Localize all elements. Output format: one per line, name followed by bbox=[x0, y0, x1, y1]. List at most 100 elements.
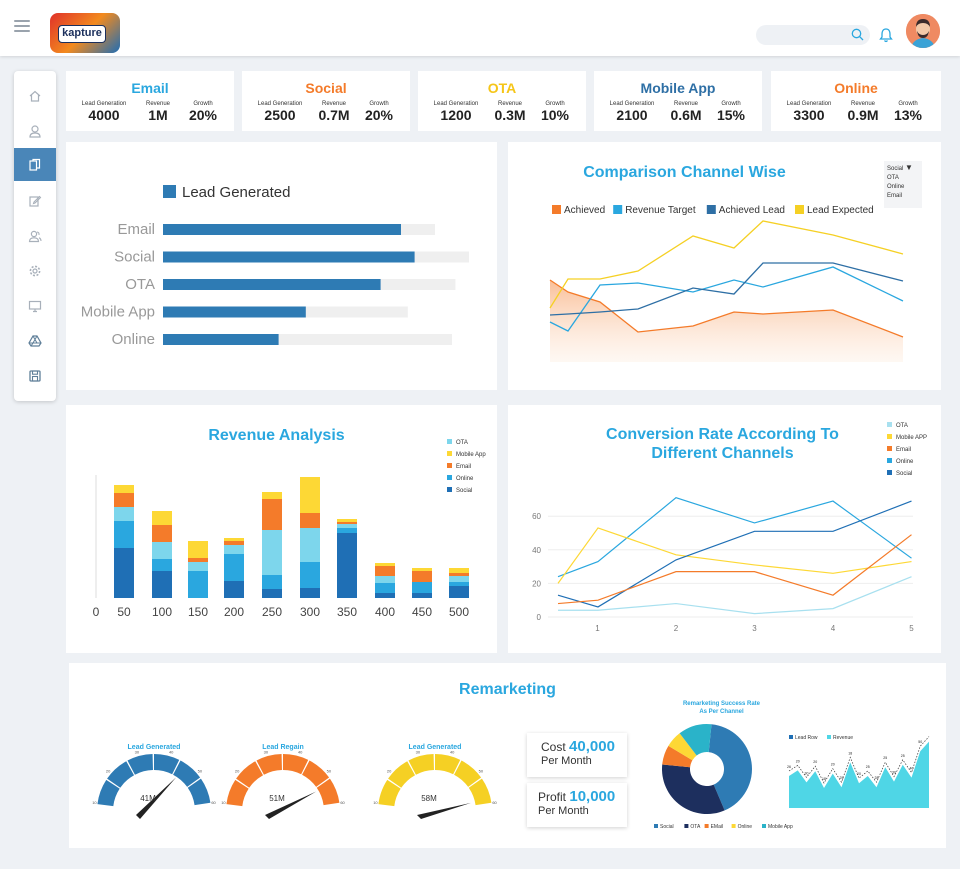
stack-segment[interactable] bbox=[114, 521, 134, 548]
stack-segment[interactable] bbox=[412, 593, 432, 598]
notification-bell-icon[interactable] bbox=[879, 27, 893, 43]
stack-segment[interactable] bbox=[337, 522, 357, 524]
stack-segment[interactable] bbox=[262, 575, 282, 589]
stack-segment[interactable] bbox=[224, 581, 244, 598]
series-line[interactable] bbox=[557, 497, 912, 578]
bar[interactable] bbox=[163, 224, 401, 235]
search-input[interactable] bbox=[756, 25, 870, 45]
stack-segment[interactable] bbox=[337, 519, 357, 522]
donut-slice[interactable] bbox=[708, 724, 752, 811]
kpi-card-social[interactable]: Social Lead Generation 2500 Revenue 0.7M G… bbox=[242, 71, 410, 131]
dropdown-option[interactable]: OTA bbox=[887, 175, 899, 181]
stack-segment[interactable] bbox=[152, 571, 172, 598]
stack-segment[interactable] bbox=[375, 566, 395, 576]
stack-segment[interactable] bbox=[375, 593, 395, 598]
stack-segment[interactable] bbox=[262, 499, 282, 530]
stack-segment[interactable] bbox=[449, 586, 469, 598]
dropdown-option[interactable]: Email bbox=[887, 193, 903, 199]
gauge-segment bbox=[283, 754, 309, 775]
stack-segment[interactable] bbox=[152, 559, 172, 571]
sidebar-item-display[interactable] bbox=[14, 289, 56, 322]
stack-segment[interactable] bbox=[224, 541, 244, 545]
stack-segment[interactable] bbox=[412, 582, 432, 593]
stack-segment[interactable] bbox=[375, 576, 395, 583]
sidebar-item-home[interactable] bbox=[14, 79, 56, 112]
series-line[interactable] bbox=[558, 576, 912, 615]
series-line[interactable] bbox=[549, 220, 904, 309]
channel-dropdown[interactable]: Social ▼ OTA Online Email bbox=[884, 161, 922, 208]
user-avatar[interactable] bbox=[906, 14, 940, 48]
stack-segment[interactable] bbox=[449, 582, 469, 586]
kpi-card-mobile-app[interactable]: Mobile App Lead Generation 2100 Revenue 0.… bbox=[594, 71, 762, 131]
stack-segment[interactable] bbox=[152, 542, 172, 559]
stack-segment[interactable] bbox=[337, 528, 357, 533]
stack-segment[interactable] bbox=[375, 563, 395, 566]
stack-segment[interactable] bbox=[114, 507, 134, 521]
kpi-card-email[interactable]: Email Lead Generation 4000 Revenue 1M Grow… bbox=[66, 71, 234, 131]
search-icon[interactable] bbox=[851, 28, 864, 41]
series-line[interactable] bbox=[557, 527, 912, 584]
stack-segment[interactable] bbox=[412, 571, 432, 582]
stack-segment[interactable] bbox=[375, 583, 395, 593]
stack-segment[interactable] bbox=[152, 511, 172, 525]
stack-segment[interactable] bbox=[449, 573, 469, 576]
stack-segment[interactable] bbox=[114, 548, 134, 598]
stack-segment[interactable] bbox=[224, 538, 244, 541]
series-line[interactable] bbox=[549, 279, 904, 338]
series-line[interactable] bbox=[549, 266, 904, 332]
sidebar-item-profile[interactable] bbox=[14, 114, 56, 147]
donut-slice[interactable] bbox=[668, 733, 697, 761]
legend-swatch bbox=[827, 735, 831, 739]
dropdown-option[interactable]: Online bbox=[887, 184, 905, 190]
stack-segment[interactable] bbox=[449, 568, 469, 573]
lead-row-line bbox=[788, 736, 930, 784]
bar[interactable] bbox=[163, 279, 381, 290]
hamburger-menu-icon[interactable] bbox=[14, 20, 30, 32]
stack-segment[interactable] bbox=[449, 576, 469, 582]
donut-slice[interactable] bbox=[662, 764, 725, 814]
stack-segment[interactable] bbox=[300, 513, 320, 528]
legend-swatch bbox=[447, 463, 452, 468]
sidebar-item-settings[interactable] bbox=[14, 254, 56, 287]
stack-segment[interactable] bbox=[188, 571, 208, 598]
dropdown-selected[interactable]: Social ▼ bbox=[887, 163, 913, 172]
stack-segment[interactable] bbox=[188, 541, 208, 558]
donut-slice[interactable] bbox=[662, 745, 693, 768]
stack-segment[interactable] bbox=[224, 545, 244, 554]
bar[interactable] bbox=[163, 334, 279, 345]
stack-segment[interactable] bbox=[300, 588, 320, 598]
series-line[interactable] bbox=[557, 500, 912, 608]
bar[interactable] bbox=[163, 306, 306, 318]
stack-segment[interactable] bbox=[262, 492, 282, 499]
kpi-revenue: Revenue 0.7M bbox=[318, 101, 350, 123]
stack-segment[interactable] bbox=[262, 589, 282, 598]
data-label: 28 bbox=[875, 776, 879, 780]
kapture-logo[interactable]: kapture bbox=[50, 13, 120, 53]
series-line[interactable] bbox=[557, 534, 912, 605]
users-icon bbox=[28, 230, 42, 242]
stack-segment[interactable] bbox=[188, 562, 208, 571]
stack-segment[interactable] bbox=[412, 568, 432, 571]
sidebar-item-contacts[interactable] bbox=[14, 219, 56, 252]
sidebar-item-drive[interactable] bbox=[14, 324, 56, 357]
sidebar-item-save[interactable] bbox=[14, 359, 56, 392]
sidebar-item-edit[interactable] bbox=[14, 184, 56, 217]
bar[interactable] bbox=[163, 251, 415, 263]
stack-segment[interactable] bbox=[337, 533, 357, 598]
stack-segment[interactable] bbox=[262, 530, 282, 575]
cost-value: 40,000 bbox=[569, 738, 615, 755]
donut-slice[interactable] bbox=[679, 724, 712, 756]
stack-segment[interactable] bbox=[337, 524, 357, 528]
stack-segment[interactable] bbox=[224, 554, 244, 581]
series-line[interactable] bbox=[549, 262, 904, 316]
stack-segment[interactable] bbox=[300, 528, 320, 562]
kpi-card-online[interactable]: Online Lead Generation 3300 Revenue 0.9M G… bbox=[771, 71, 941, 131]
stack-segment[interactable] bbox=[114, 485, 134, 493]
stack-segment[interactable] bbox=[300, 477, 320, 513]
stack-segment[interactable] bbox=[300, 562, 320, 588]
stack-segment[interactable] bbox=[114, 493, 134, 507]
stack-segment[interactable] bbox=[188, 558, 208, 562]
stack-segment[interactable] bbox=[152, 525, 172, 542]
kpi-card-ota[interactable]: OTA Lead Generation 1200 Revenue 0.3M Grow… bbox=[418, 71, 586, 131]
sidebar-item-documents[interactable] bbox=[14, 148, 56, 181]
